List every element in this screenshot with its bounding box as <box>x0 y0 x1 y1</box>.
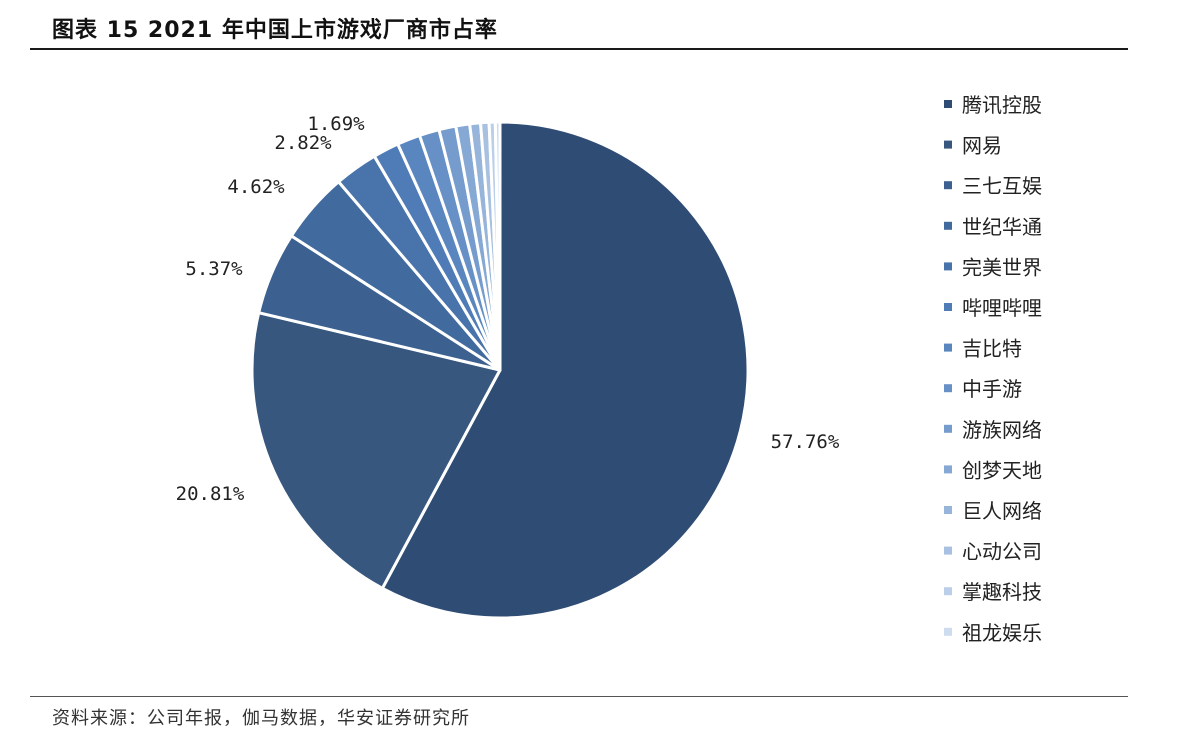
legend-label-10: 创梦天地 <box>962 458 1042 482</box>
title-divider <box>30 48 1128 50</box>
chart-legend: 腾讯控股网易三七互娱世纪华通完美世界哔哩哔哩吉比特中手游游族网络创梦天地巨人网络… <box>944 93 1042 645</box>
data-label-6: 1.69% <box>307 113 365 135</box>
legend-swatch-12 <box>944 546 952 555</box>
legend-label-14: 祖龙娱乐 <box>962 621 1042 645</box>
legend-label-12: 心动公司 <box>962 540 1042 564</box>
legend-swatch-3 <box>944 181 952 190</box>
legend-label-4: 世纪华通 <box>962 215 1042 239</box>
legend-label-2: 网易 <box>962 134 1002 158</box>
legend-swatch-4 <box>944 221 952 230</box>
legend-label-6: 哔哩哔哩 <box>962 296 1042 320</box>
data-label-3: 5.37% <box>185 258 243 280</box>
source-note: 资料来源：公司年报，伽马数据，华安证券研究所 <box>52 708 470 729</box>
pie-slices <box>250 120 750 620</box>
legend-swatch-7 <box>944 343 952 352</box>
legend-swatch-8 <box>944 384 952 393</box>
legend-label-13: 掌趣科技 <box>962 580 1042 604</box>
pie-slice-1 <box>380 120 750 620</box>
data-labels: 57.76% 20.81% 5.37% 4.62% 2.82%1.69% <box>176 113 840 505</box>
data-label-5: 2.82% <box>274 132 332 154</box>
source-divider <box>30 696 1128 697</box>
legend-swatch-9 <box>944 424 952 433</box>
pie-slice-2 <box>250 311 502 590</box>
legend-swatch-2 <box>944 140 952 149</box>
legend-swatch-11 <box>944 506 952 514</box>
legend-label-11: 巨人网络 <box>962 499 1042 523</box>
pie-slice-14 <box>493 120 502 372</box>
legend-swatch-14 <box>944 627 952 636</box>
legend-label-8: 中手游 <box>962 377 1022 401</box>
legend-label-9: 游族网络 <box>962 418 1042 442</box>
legend-swatch-5 <box>944 262 952 271</box>
legend-swatch-13 <box>944 587 952 596</box>
data-label-1: 57.76% <box>771 431 840 453</box>
legend-label-3: 三七互娱 <box>962 174 1042 198</box>
legend-swatch-6 <box>944 303 952 311</box>
figure-title: 图表 15 2021 年中国上市游戏厂商市占率 <box>52 18 498 43</box>
legend-label-1: 腾讯控股 <box>962 93 1042 117</box>
data-label-2: 20.81% <box>176 483 245 505</box>
data-label-4: 4.62% <box>227 176 285 198</box>
legend-swatch-1 <box>944 100 952 108</box>
legend-swatch-10 <box>944 465 952 474</box>
legend-label-7: 吉比特 <box>962 337 1022 361</box>
legend-label-5: 完美世界 <box>962 255 1042 279</box>
